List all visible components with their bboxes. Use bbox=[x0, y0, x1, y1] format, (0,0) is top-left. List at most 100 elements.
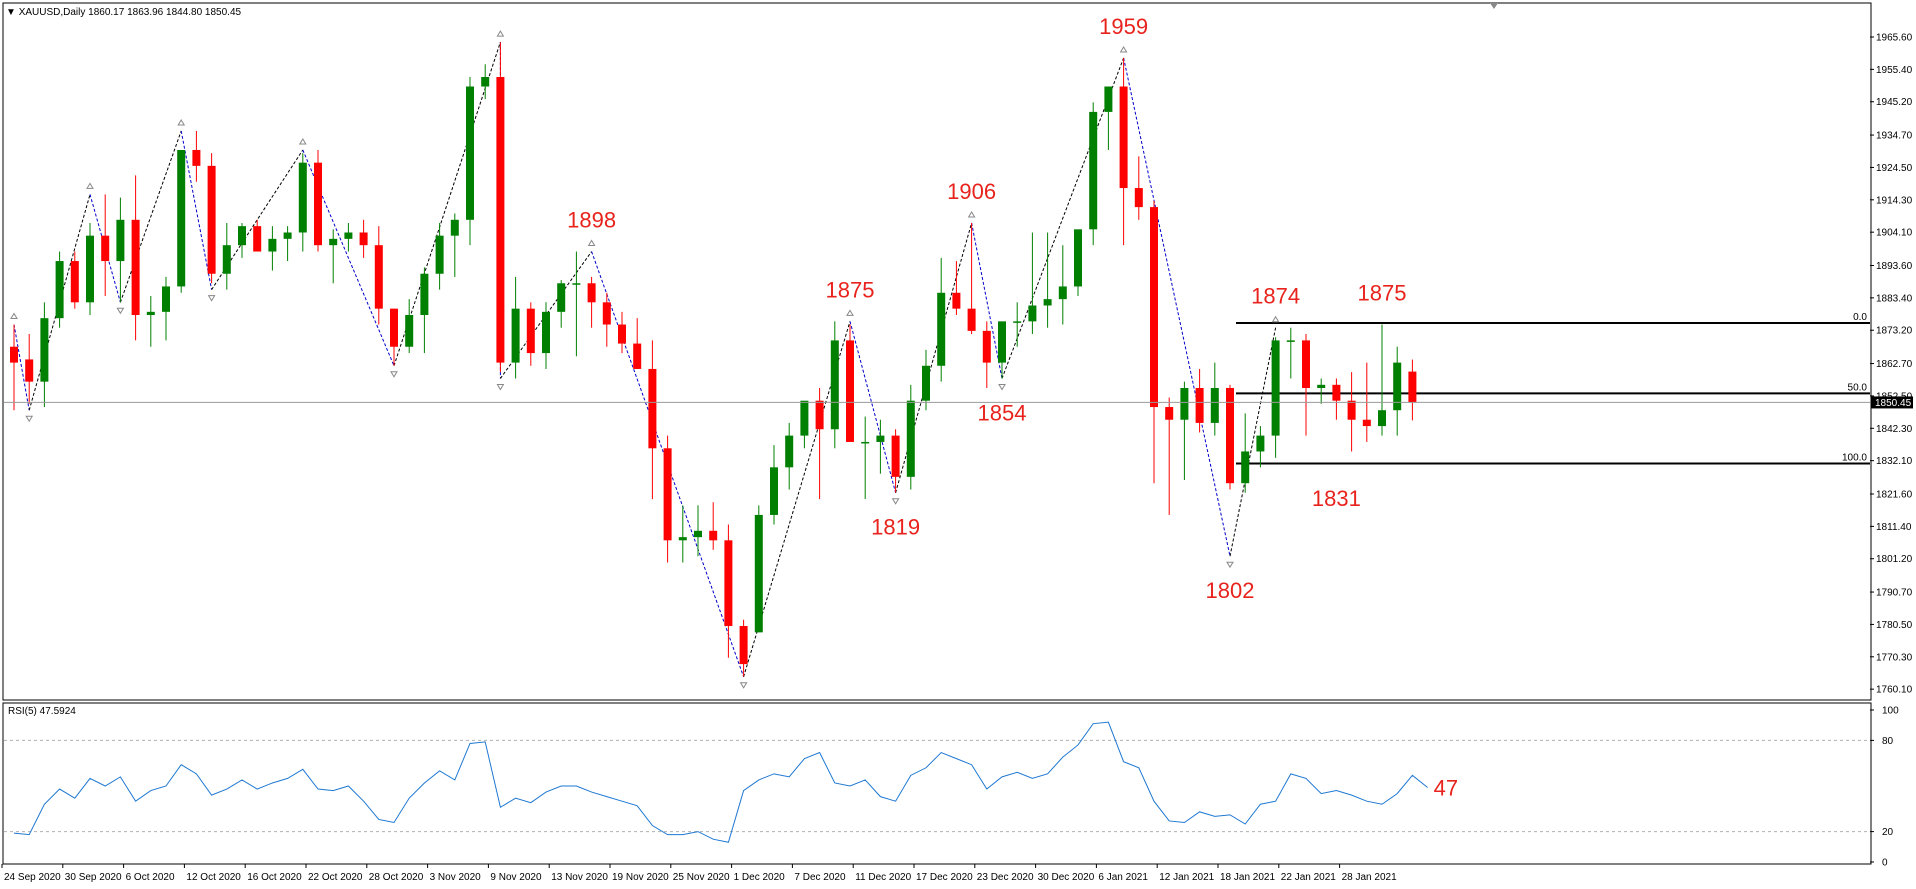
fib-level-label: 0.0 bbox=[1853, 312, 1867, 323]
candle-body bbox=[1241, 451, 1250, 484]
bullish-candle bbox=[146, 295, 155, 347]
candle-body bbox=[1058, 286, 1067, 300]
candle-body bbox=[116, 219, 125, 262]
price-annotation-label: 1854 bbox=[978, 400, 1027, 425]
price-axis: 1965.60 1955.40 1945.20 1934.70 1924.50 1914.… bbox=[1870, 33, 1913, 696]
price-tick-label: 1780.50 bbox=[1876, 620, 1913, 631]
bullish-candle bbox=[116, 197, 125, 303]
candlesticks bbox=[10, 42, 1417, 677]
bearish-candle bbox=[587, 276, 596, 328]
bearish-candle bbox=[359, 219, 368, 258]
zigzag-segment bbox=[393, 41, 501, 366]
candle-body bbox=[86, 235, 94, 303]
bullish-candle bbox=[511, 276, 520, 379]
time-tick-label: 23 Dec 2020 bbox=[977, 872, 1034, 883]
bearish-candle bbox=[1165, 397, 1174, 515]
price-annotation-label: 1906 bbox=[947, 179, 996, 204]
candle-body bbox=[435, 235, 444, 274]
zigzag-segment bbox=[302, 149, 395, 366]
rsi-header: RSI(5) 47.5924 bbox=[8, 706, 76, 717]
zigzag-segment bbox=[971, 222, 1003, 379]
candle-body bbox=[1332, 384, 1341, 401]
bearish-candle bbox=[815, 387, 824, 500]
candle-body bbox=[1119, 86, 1128, 189]
time-tick-label: 18 Jan 2021 bbox=[1220, 872, 1275, 883]
shift-marker-icon[interactable] bbox=[1490, 3, 1498, 9]
candle-body bbox=[1362, 419, 1371, 427]
candle-body bbox=[648, 368, 657, 449]
candle-body bbox=[678, 537, 687, 541]
rsi-axis: 100 80 20 0 bbox=[4, 706, 1899, 869]
bullish-candle bbox=[1378, 324, 1386, 436]
bullish-candle bbox=[1393, 346, 1402, 436]
bullish-candle bbox=[1286, 327, 1295, 379]
price-tick-label: 1945.20 bbox=[1876, 97, 1913, 108]
bullish-candle bbox=[861, 416, 870, 500]
rsi-panel[interactable]: RSI(5) 47.5924 100 80 20 0 47 bbox=[2, 702, 1899, 869]
price-tick-label: 1934.70 bbox=[1876, 131, 1913, 142]
candle-body bbox=[1210, 387, 1219, 423]
fibonacci-retracement[interactable]: 0.0 50.0 100.0 bbox=[1236, 312, 1870, 465]
candle-body bbox=[192, 149, 201, 166]
price-tick-label: 1760.10 bbox=[1876, 685, 1913, 696]
price-tick-label: 1770.30 bbox=[1876, 652, 1913, 663]
time-tick-label: 22 Oct 2020 bbox=[308, 872, 363, 883]
price-annotation-label: 1819 bbox=[871, 515, 920, 540]
bullish-candle bbox=[238, 222, 246, 258]
zigzag-segment bbox=[180, 130, 213, 290]
time-tick-label: 22 Jan 2021 bbox=[1281, 872, 1336, 883]
bullish-candle bbox=[557, 280, 566, 328]
bullish-candle bbox=[268, 226, 277, 271]
rsi-tick-label: 80 bbox=[1882, 736, 1894, 747]
candle-body bbox=[101, 235, 110, 262]
candle-body bbox=[1286, 340, 1295, 342]
price-tick-label: 1893.60 bbox=[1876, 261, 1913, 272]
current-price-label: 1850.45 bbox=[1875, 398, 1912, 409]
bearish-candle bbox=[739, 619, 748, 677]
time-tick-label: 12 Jan 2021 bbox=[1159, 872, 1214, 883]
candle-body bbox=[937, 292, 946, 366]
bearish-candle bbox=[982, 321, 991, 388]
bullish-candle bbox=[86, 222, 94, 316]
time-tick-label: 28 Jan 2021 bbox=[1342, 872, 1397, 883]
candle-body bbox=[420, 273, 429, 316]
bearish-candle bbox=[526, 302, 535, 366]
price-annotation-label: 1898 bbox=[567, 208, 616, 233]
candle-body bbox=[542, 311, 550, 354]
time-axis: 24 Sep 2020 30 Sep 2020 6 Oct 2020 12 Oct 2… bbox=[1, 864, 1397, 883]
candle-body bbox=[785, 435, 794, 468]
bearish-candle bbox=[1332, 378, 1341, 420]
candle-body bbox=[283, 232, 292, 239]
swing-high-arrow-icon bbox=[1119, 45, 1128, 53]
bullish-candle bbox=[405, 299, 414, 354]
bullish-candle bbox=[922, 349, 930, 411]
candle-body bbox=[298, 162, 307, 233]
candle-body bbox=[1180, 387, 1189, 420]
candle-body bbox=[952, 292, 961, 309]
candle-body bbox=[314, 162, 322, 246]
bearish-candle bbox=[1119, 57, 1128, 246]
symbol-header: ▼ XAUUSD,Daily 1860.17 1863.96 1844.80 1… bbox=[6, 7, 242, 18]
current-price-line: 1850.45 bbox=[4, 396, 1913, 409]
candle-body bbox=[770, 467, 778, 515]
candle-body bbox=[329, 238, 338, 246]
candle-body bbox=[739, 626, 748, 665]
rsi-tick-label: 0 bbox=[1882, 858, 1888, 869]
bullish-candle bbox=[1028, 232, 1037, 335]
swing-high-arrow-icon bbox=[10, 312, 18, 320]
candle-body bbox=[1271, 340, 1280, 436]
bearish-candle bbox=[602, 292, 611, 347]
price-panel[interactable]: ▼ XAUUSD,Daily 1860.17 1863.96 1844.80 1… bbox=[2, 2, 1913, 724]
candle-body bbox=[998, 321, 1006, 363]
bullish-candle bbox=[177, 149, 186, 293]
candle-body bbox=[1134, 188, 1143, 208]
candle-body bbox=[10, 346, 18, 363]
bearish-candle bbox=[207, 153, 216, 284]
candle-body bbox=[238, 226, 246, 246]
swing-low-arrow-icon bbox=[116, 307, 125, 315]
price-annotation-label: 1875 bbox=[1358, 281, 1407, 306]
bullish-candle bbox=[344, 222, 353, 252]
swing-high-arrow-icon bbox=[177, 118, 186, 126]
candle-body bbox=[1104, 86, 1113, 112]
